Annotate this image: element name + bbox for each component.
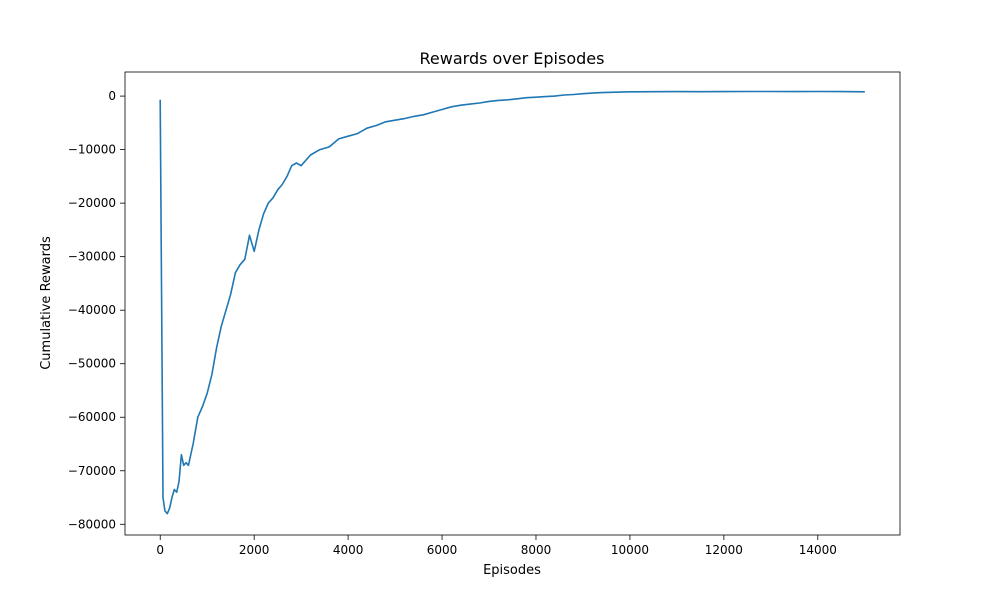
x-tick-label: 4000 <box>333 543 364 557</box>
series-line <box>159 90 865 515</box>
y-axis: 0 −10000 −20000 −30000 −40000 −50000 −60000 −70… <box>68 89 125 531</box>
y-tick-label: −80000 <box>68 517 116 531</box>
y-tick-label: 0 <box>108 89 116 103</box>
x-tick-label: 12000 <box>705 543 743 557</box>
plot-frame <box>124 71 901 536</box>
plot-background <box>125 72 900 535</box>
chart-title: Rewards over Episodes <box>420 49 605 68</box>
y-tick-label: −70000 <box>68 464 116 478</box>
plot-area <box>125 72 900 535</box>
x-axis: 0 2000 4000 6000 8000 10000 12000 14000 <box>156 535 837 557</box>
y-axis-label: Cumulative Rewards <box>39 236 54 370</box>
x-tick-label: 14000 <box>799 543 837 557</box>
y-tick-label: −10000 <box>68 143 116 157</box>
x-tick-label: 0 <box>156 543 164 557</box>
x-tick-label: 2000 <box>239 543 270 557</box>
y-tick-label: −30000 <box>68 250 116 264</box>
x-tick-label: 6000 <box>427 543 458 557</box>
y-tick-label: −40000 <box>68 303 116 317</box>
x-tick-label: 10000 <box>611 543 649 557</box>
x-tick-label: 8000 <box>521 543 552 557</box>
y-tick-label: −20000 <box>68 196 116 210</box>
x-axis-label: Episodes <box>483 563 541 578</box>
y-tick-label: −50000 <box>68 357 116 371</box>
y-tick-label: −60000 <box>68 410 116 424</box>
